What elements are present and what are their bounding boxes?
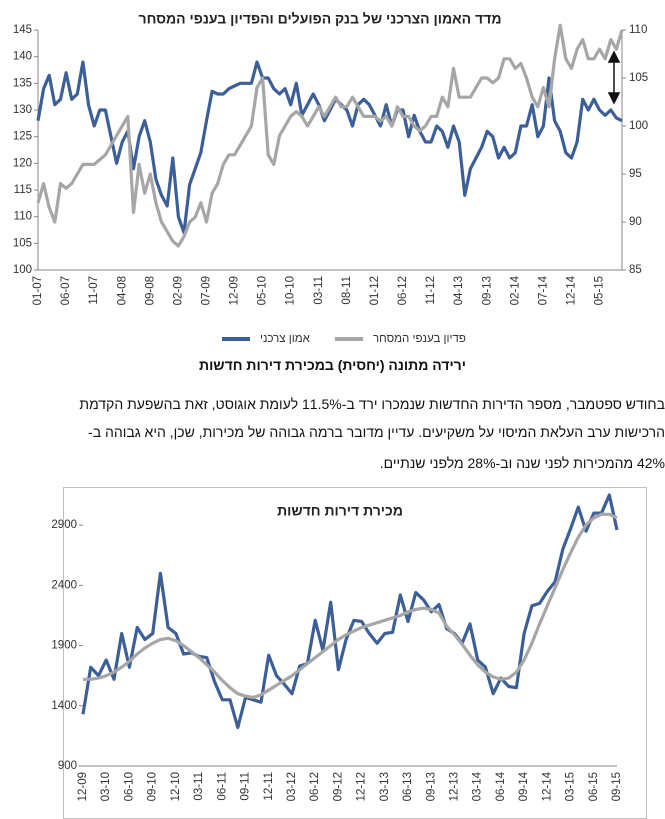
x-tick-label: 07-14 (537, 275, 549, 305)
series-line (36, 23, 624, 248)
x-tick-label: 08-11 (341, 276, 353, 305)
x-tick-label: 09-15 (611, 772, 623, 801)
x-tick-label: 07-09 (200, 276, 212, 305)
x-tick-label: 06-14 (495, 771, 507, 801)
x-tick-label: 12-11 (263, 772, 275, 801)
y2-tick-label: 105 (629, 72, 648, 84)
x-tick-label: 12-13 (449, 772, 461, 801)
x-tick-label: 06-11 (216, 772, 228, 801)
y-tick-label: 145 (13, 24, 32, 36)
x-tick-label: 02-14 (509, 275, 521, 305)
x-tick-label: 09-14 (518, 771, 530, 801)
x-tick-label: 11-12 (425, 276, 437, 305)
y2-tick-label: 100 (629, 120, 648, 132)
x-tick-label: 09-11 (240, 772, 252, 801)
x-tick-label: 06-10 (123, 772, 135, 801)
chart-frame (63, 487, 647, 819)
x-tick-label: 01-07 (32, 276, 44, 305)
y-tick-label: 1900 (51, 640, 77, 652)
paragraph-line: הרכישות ערב העלאת המיסוי על משקיעים. עדי… (88, 424, 665, 440)
x-tick-label: 03-11 (313, 276, 325, 305)
legend-label: אמון צרכני (260, 333, 311, 345)
y-tick-label: 2400 (51, 579, 77, 591)
x-tick-label: 05-15 (594, 276, 606, 305)
x-tick-label: 09-12 (332, 772, 344, 801)
y-tick-label: 115 (14, 184, 32, 196)
x-tick-label: 12-12 (356, 772, 368, 801)
y2-tick-label: 95 (629, 168, 642, 180)
y-tick-label: 130 (13, 104, 32, 116)
y-tick-label: 2900 (51, 519, 77, 531)
x-tick-label: 05-10 (257, 276, 269, 305)
x-tick-label: 06-12 (309, 772, 321, 801)
x-tick-label: 09-08 (144, 276, 156, 305)
x-tick-label: 02-09 (172, 276, 184, 305)
x-tick-label: 03-14 (472, 771, 484, 801)
x-tick-label: 01-12 (369, 276, 381, 305)
series-line (81, 493, 619, 730)
x-tick-label: 03-13 (379, 772, 391, 801)
x-tick-label: 06-12 (397, 276, 409, 305)
series-line (83, 512, 618, 699)
x-tick-label: 06-07 (60, 276, 72, 305)
y-tick-label: 110 (14, 211, 32, 223)
gap-arrow (607, 50, 621, 105)
x-tick-label: 12-14 (541, 771, 553, 801)
x-tick-label: 03-10 (100, 772, 112, 801)
x-tick-label: 06-13 (402, 772, 414, 801)
x-tick-label: 06-15 (588, 772, 600, 801)
y-tick-label: 100 (13, 264, 32, 276)
legend-label: פדיון בענפי המסחר (373, 333, 466, 345)
y-tick-label: 140 (13, 51, 32, 63)
x-tick-label: 04-08 (116, 276, 128, 305)
chart-title: מכירת דירות חדשות (277, 503, 403, 519)
chart-title: מדד האמון הצרכני של בנק הפועלים והפדיון … (139, 11, 502, 27)
x-tick-label: 04-13 (453, 276, 465, 305)
y2-tick-label: 85 (629, 264, 642, 276)
x-tick-label: 09-13 (481, 276, 493, 305)
y-tick-label: 1400 (51, 700, 77, 712)
x-tick-label: 09-10 (147, 772, 159, 801)
paragraph-line: 42% מהמכירות לפני שנה וב-28% מלפני שנתיי… (379, 455, 665, 471)
series-line (36, 60, 623, 235)
paragraph-line: בחודש ספטמבר, מספר הדירות החדשות שנמכרו … (79, 396, 665, 412)
y-tick-label: 125 (13, 131, 32, 143)
y-tick-label: 900 (58, 760, 77, 772)
x-tick-label: 12-09 (77, 772, 89, 801)
section-heading: ירידה מתונה (יחסית) במכירת דירות חדשות (199, 357, 466, 373)
x-tick-label: 10-10 (285, 276, 297, 305)
y2-tick-label: 110 (629, 24, 647, 36)
x-tick-label: 12-09 (229, 276, 241, 305)
x-tick-label: 11-07 (88, 276, 100, 305)
x-tick-label: 12-14 (565, 275, 577, 305)
x-tick-label: 03-15 (565, 772, 577, 801)
y-tick-label: 120 (13, 157, 32, 169)
y-tick-label: 105 (13, 237, 32, 249)
x-tick-label: 12-10 (170, 772, 182, 801)
x-tick-label: 03-12 (286, 772, 298, 801)
y2-tick-label: 90 (629, 216, 642, 228)
y-tick-label: 135 (13, 77, 32, 89)
x-tick-label: 03-11 (193, 772, 205, 801)
x-tick-label: 09-13 (425, 772, 437, 801)
